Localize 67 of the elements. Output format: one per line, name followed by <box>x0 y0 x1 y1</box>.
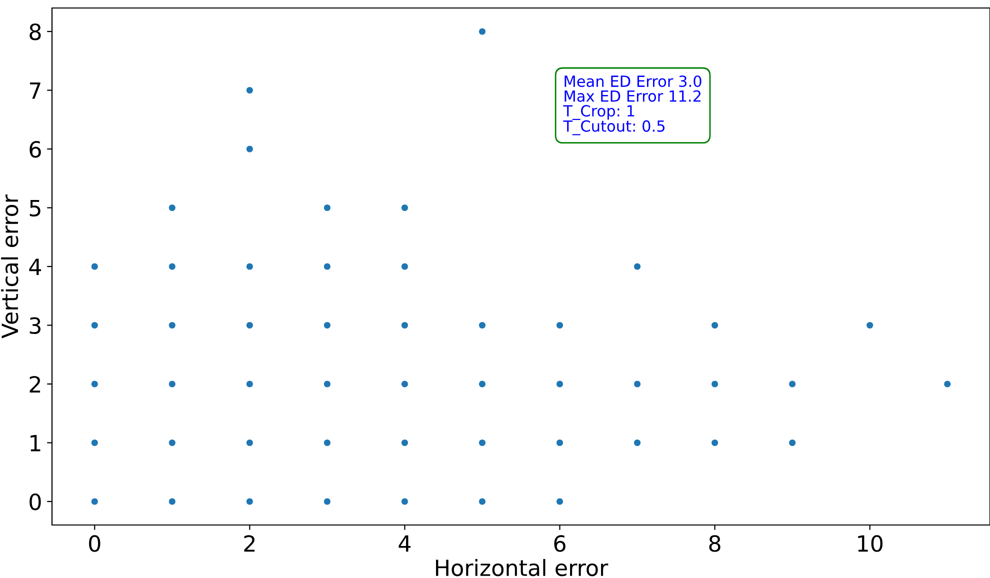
point <box>324 322 330 329</box>
point <box>91 380 98 388</box>
point <box>168 380 176 388</box>
point <box>556 498 564 505</box>
point <box>246 322 253 329</box>
point <box>324 380 330 388</box>
point <box>478 439 486 446</box>
point <box>556 380 564 388</box>
y-tick-label: 4 <box>29 258 42 275</box>
x-tick-label: 6 <box>554 535 566 552</box>
x-tick-label: 4 <box>398 535 411 552</box>
y-axis-title: Vertical error <box>1 194 18 338</box>
point <box>168 498 176 505</box>
point <box>91 322 98 329</box>
point <box>478 322 486 329</box>
y-tick-label: 3 <box>30 317 40 334</box>
point <box>789 439 796 446</box>
point <box>246 86 253 94</box>
y-tick-label: 7 <box>30 82 40 99</box>
point <box>246 380 253 388</box>
point <box>91 439 98 446</box>
point <box>324 263 330 270</box>
point <box>401 263 408 270</box>
point <box>168 263 176 270</box>
point <box>91 263 98 270</box>
point <box>168 322 176 329</box>
point <box>712 322 718 329</box>
point <box>556 322 564 329</box>
point <box>944 380 951 388</box>
annotation: Mean ED Error 3.0 Max ED Error 11.2 T_Crop: 1 T_Cutout: 0.5 <box>563 75 702 136</box>
point <box>712 439 718 446</box>
point <box>478 498 486 505</box>
y-tick-label: 1 <box>30 434 40 452</box>
y-tick-label: 8 <box>30 23 41 40</box>
point <box>401 498 408 505</box>
point <box>401 204 408 212</box>
point <box>866 322 874 329</box>
point <box>401 380 408 388</box>
x-tick-label: 10 <box>858 535 883 552</box>
y-tick-label: 6 <box>30 140 41 158</box>
y-tick-label: 2 <box>30 376 40 392</box>
point <box>401 439 408 446</box>
point <box>789 380 796 388</box>
point <box>634 380 641 388</box>
point <box>478 380 486 388</box>
point <box>324 204 330 212</box>
point <box>246 498 253 505</box>
point <box>401 322 408 329</box>
x-tick-label: 0 <box>89 535 100 552</box>
point <box>556 439 564 446</box>
y-tick-label: 0 <box>30 493 41 510</box>
point <box>168 439 176 446</box>
x-axis-title: Horizontal error <box>436 559 608 576</box>
point <box>634 263 641 270</box>
point <box>168 204 176 212</box>
point <box>324 498 330 505</box>
point <box>634 439 641 446</box>
x-tick-label: 2 <box>244 535 255 552</box>
point <box>478 28 486 35</box>
point <box>246 263 253 270</box>
point <box>712 380 718 388</box>
y-tick-label: 5 <box>30 200 40 217</box>
point <box>91 498 98 505</box>
point <box>246 146 253 152</box>
point <box>246 439 253 446</box>
x-tick-label: 8 <box>709 535 720 552</box>
point <box>324 439 330 446</box>
